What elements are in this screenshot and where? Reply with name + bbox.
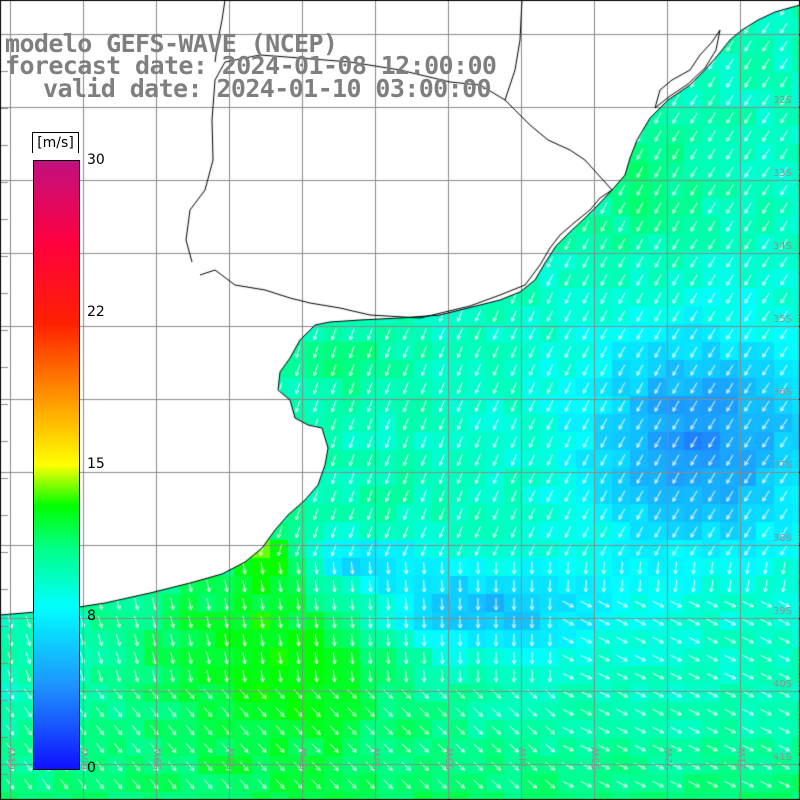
latitude-label: 36S (772, 387, 792, 398)
longitude-label: 59W (153, 747, 164, 770)
colorbar-unit: [m/s] (32, 132, 79, 153)
latitude-label: 37S (772, 460, 792, 471)
longitude-label: 55W (445, 747, 456, 770)
longitude-label: 60W (80, 747, 91, 770)
latitude-label: 34S (772, 241, 792, 252)
colorbar (33, 160, 80, 770)
latitude-label: 35S (772, 314, 792, 325)
colorbar-label-30: 30 (87, 152, 105, 168)
longitude-label: 54W (518, 747, 529, 770)
latitude-label: 40S (772, 679, 792, 690)
latitude-label: 32S (772, 95, 792, 106)
longitude-label: 52W (664, 747, 675, 770)
longitude-label: 61W (7, 747, 18, 770)
colorbar-label-8: 8 (87, 608, 96, 624)
latitude-label: 33S (772, 168, 792, 179)
latitude-label: 39S (772, 606, 792, 617)
colorbar-label-22: 22 (87, 304, 105, 320)
longitude-label: 51W (737, 747, 748, 770)
forecast-date: forecast date: 2024-01-08 12:00:00 (5, 51, 497, 80)
colorbar-label-0: 0 (87, 760, 96, 776)
latitude-label: 38S (772, 533, 792, 544)
colorbar-label-15: 15 (87, 456, 105, 472)
longitude-label: 56W (372, 747, 383, 770)
longitude-label: 53W (591, 747, 602, 770)
model-title: modelo GEFS-WAVE (NCEP) (5, 29, 338, 58)
longitude-label: 58W (226, 747, 237, 770)
longitude-label: 57W (299, 747, 310, 770)
latitude-label: 41S (772, 752, 792, 763)
valid-date: valid date: 2024-01-10 03:00:00 (43, 74, 492, 103)
